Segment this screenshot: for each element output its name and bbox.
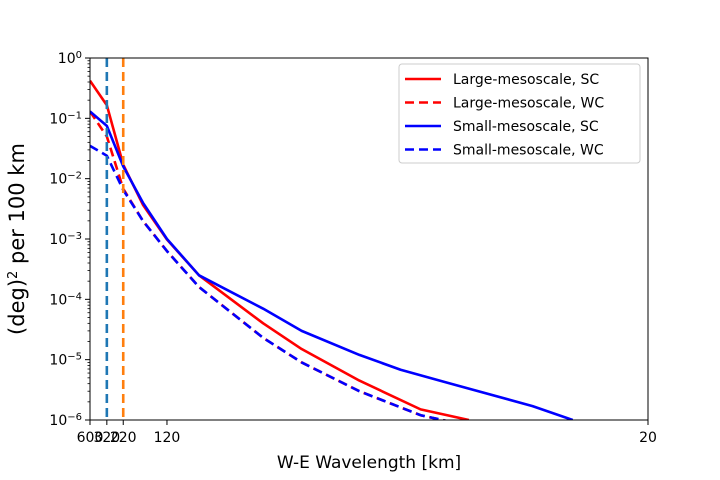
y-tick-label: 10−4 [49,291,82,309]
y-tick-label: 10−3 [49,231,82,249]
legend-label-small-mesoscale-wc: Small-mesoscale, WC [453,143,604,159]
reference-lines [105,58,125,420]
legend: Large-mesoscale, SC Large-mesoscale, WC Sm… [398,63,641,164]
y-axis-label-superscript: 2 [6,271,21,279]
y-tick-label: 10−6 [49,412,82,430]
y-axis-label: (deg)2 per 100 km [5,143,29,335]
x-tick-label: 220 [110,430,137,446]
legend-label-large-mesoscale-wc: Large-mesoscale, WC [453,96,604,112]
legend-label-large-mesoscale-sc: Large-mesoscale, SC [453,72,599,88]
x-tick-label: 600 [77,430,104,446]
x-axis-label: W-E Wavelength [km] [277,453,461,473]
plot-lines [90,79,574,420]
legend-box [398,63,641,164]
x-tick-label: 120 [154,430,181,446]
x-tick-label: 20 [639,430,657,446]
y-tick-label: 10−1 [49,110,82,128]
y-tick-label: 10−5 [49,351,82,369]
series-line-small-mesoscale-wc [90,144,449,420]
y-tick-label: 10−2 [49,170,82,188]
x-tick-label: 320 [93,430,120,446]
legend-label-small-mesoscale-sc: Small-mesoscale, SC [453,119,599,135]
y-tick-label: 100 [58,50,82,68]
series-line-small-mesoscale-sc [90,110,574,420]
y-axis: 100 10−1 10−2 10−3 10−4 10−5 10−6 [49,50,90,430]
